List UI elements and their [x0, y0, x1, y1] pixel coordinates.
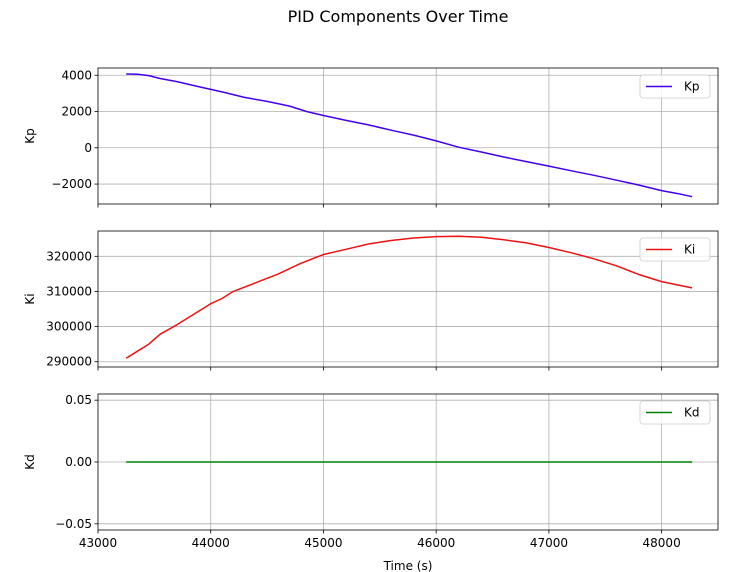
y-tick-label: 300000	[46, 320, 92, 334]
y-tick-label: 310000	[46, 284, 92, 298]
y-tick-label: 0.05	[65, 393, 92, 407]
plot-area	[98, 231, 718, 367]
y-tick-label: −0.05	[55, 517, 92, 531]
subplot-kd: −0.05 0.00 0.05 43000 44000 45000 46000 47000 48…	[23, 393, 719, 572]
y-tick-label: 320000	[46, 249, 92, 263]
plot-area	[98, 68, 718, 204]
legend-label-ki: Ki	[684, 243, 695, 257]
legend-label-kp: Kp	[684, 80, 700, 94]
subplot-kp: −2000 0 2000 4000 Kp Kp	[23, 67, 719, 208]
y-axis-label: Kd	[23, 454, 37, 470]
legend: Kd	[639, 400, 711, 425]
y-tick-label: 290000	[46, 355, 92, 369]
y-axis-label: Kp	[23, 128, 37, 144]
x-tick-label: 47000	[530, 536, 568, 550]
y-tick-label: 2000	[61, 105, 92, 119]
y-axis-label: Ki	[23, 293, 37, 304]
legend-box	[639, 237, 711, 262]
y-tick-label: −2000	[51, 177, 92, 191]
x-tick-label: 45000	[304, 536, 342, 550]
series-line-kp	[126, 73, 693, 198]
x-tick-label: 48000	[643, 536, 681, 550]
figure-title: PID Components Over Time	[288, 7, 509, 26]
series-line-ki	[125, 235, 693, 359]
x-tick-label: 46000	[417, 536, 455, 550]
legend-box	[639, 400, 711, 425]
legend-box	[639, 74, 711, 99]
legend: Ki	[639, 237, 711, 262]
legend-label-kd: Kd	[684, 406, 700, 420]
subplots: −2000 0 2000 4000 Kp Kp 290000 300000 310000 3200…	[23, 67, 719, 572]
y-tick-label: 0	[84, 141, 92, 155]
x-tick-label: 43000	[79, 536, 117, 550]
y-tick-label: 0.00	[65, 455, 92, 469]
subplot-ki: 290000 300000 310000 320000 Ki Ki	[23, 230, 719, 371]
legend: Kp	[639, 74, 711, 99]
x-axis-label: Time (s)	[383, 559, 433, 572]
axes-frame	[97, 67, 719, 205]
axes-frame	[97, 230, 719, 368]
x-tick-label: 44000	[192, 536, 230, 550]
y-tick-label: 4000	[61, 68, 92, 82]
